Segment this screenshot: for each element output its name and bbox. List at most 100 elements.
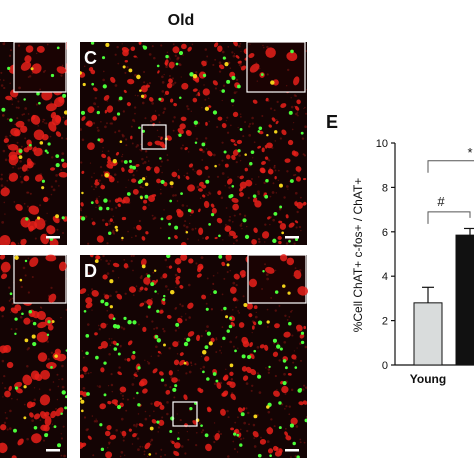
chat-neuron	[30, 402, 36, 408]
background-noise	[291, 128, 294, 131]
background-noise	[117, 62, 120, 65]
chat-neuron	[266, 142, 273, 149]
background-noise	[301, 137, 305, 140]
background-noise	[1, 382, 4, 384]
background-noise	[267, 371, 270, 374]
background-noise	[108, 337, 111, 340]
background-noise	[186, 430, 189, 433]
background-noise	[262, 46, 265, 49]
colocalized-cell	[63, 110, 67, 115]
background-noise	[31, 419, 34, 422]
cfos-nucleus	[215, 379, 219, 383]
significance-bracket	[427, 160, 474, 173]
chat-neuron	[197, 188, 203, 192]
chat-neuron	[241, 366, 248, 372]
chat-neuron	[183, 394, 188, 401]
background-noise	[110, 207, 114, 211]
cfos-nucleus	[14, 332, 17, 336]
background-noise	[124, 292, 127, 295]
background-noise	[6, 118, 10, 121]
cfos-nucleus	[230, 98, 235, 103]
chat-neuron	[124, 60, 129, 63]
background-noise	[243, 214, 247, 218]
chat-neuron	[168, 61, 175, 69]
background-noise	[175, 306, 178, 309]
chat-neuron	[175, 279, 180, 285]
chat-neuron	[23, 175, 30, 182]
background-noise	[287, 188, 289, 190]
cfos-nucleus	[282, 359, 287, 363]
chat-neuron	[30, 370, 40, 380]
background-noise	[183, 224, 186, 227]
background-noise	[139, 185, 143, 189]
background-noise	[101, 150, 104, 153]
chat-neuron	[130, 46, 136, 51]
background-noise	[155, 326, 159, 330]
background-noise	[134, 234, 137, 238]
chat-neuron	[188, 258, 194, 264]
background-noise	[13, 201, 16, 203]
background-noise	[232, 440, 235, 443]
cfos-nucleus	[95, 355, 99, 360]
background-noise	[143, 81, 146, 84]
background-noise	[235, 283, 238, 287]
chat-neuron	[106, 424, 112, 431]
background-noise	[110, 383, 114, 387]
chat-neuron	[126, 357, 131, 362]
background-noise	[144, 359, 146, 361]
background-noise	[304, 345, 307, 349]
background-noise	[6, 179, 9, 182]
background-noise	[188, 151, 190, 153]
background-noise	[164, 285, 168, 288]
background-noise	[44, 122, 46, 124]
chat-neuron	[187, 302, 194, 309]
background-noise	[17, 242, 19, 244]
background-noise	[161, 81, 165, 84]
background-noise	[264, 241, 266, 243]
background-noise	[270, 418, 273, 421]
background-noise	[255, 62, 258, 64]
cfos-nucleus	[32, 321, 37, 326]
background-noise	[299, 441, 302, 444]
background-noise	[184, 337, 187, 340]
background-noise	[134, 73, 137, 77]
background-noise	[109, 122, 112, 125]
background-noise	[295, 425, 299, 428]
chat-neuron	[212, 80, 218, 86]
chat-neuron	[198, 227, 204, 236]
background-noise	[164, 453, 167, 456]
background-noise	[108, 222, 111, 225]
chat-neuron	[23, 317, 31, 325]
background-noise	[94, 96, 98, 100]
background-noise	[60, 169, 63, 171]
background-noise	[127, 179, 130, 181]
colocalized-cell	[37, 216, 41, 220]
background-noise	[1, 315, 4, 318]
background-noise	[112, 221, 115, 224]
cfos-nucleus	[18, 149, 23, 153]
background-noise	[151, 320, 154, 323]
chat-neuron	[10, 241, 17, 245]
roi-box-c	[141, 124, 167, 150]
background-noise	[285, 405, 288, 408]
background-noise	[258, 240, 261, 244]
background-noise	[91, 415, 94, 417]
chat-neuron	[33, 147, 43, 157]
background-noise	[9, 409, 12, 413]
colocalized-cell	[266, 405, 270, 409]
background-noise	[144, 417, 148, 421]
chat-neuron	[250, 369, 257, 376]
chat-neuron	[214, 236, 218, 240]
background-noise	[266, 308, 269, 311]
background-noise	[225, 368, 227, 371]
background-noise	[121, 238, 124, 242]
chat-neuron	[30, 114, 41, 125]
chat-neuron	[39, 394, 51, 406]
chat-neuron	[294, 105, 300, 111]
colocalized-cell	[163, 343, 166, 347]
background-noise	[39, 204, 42, 207]
cfos-nucleus	[81, 216, 86, 221]
background-noise	[80, 207, 82, 210]
chat-neuron	[169, 98, 174, 103]
colocalized-cell	[266, 133, 269, 137]
